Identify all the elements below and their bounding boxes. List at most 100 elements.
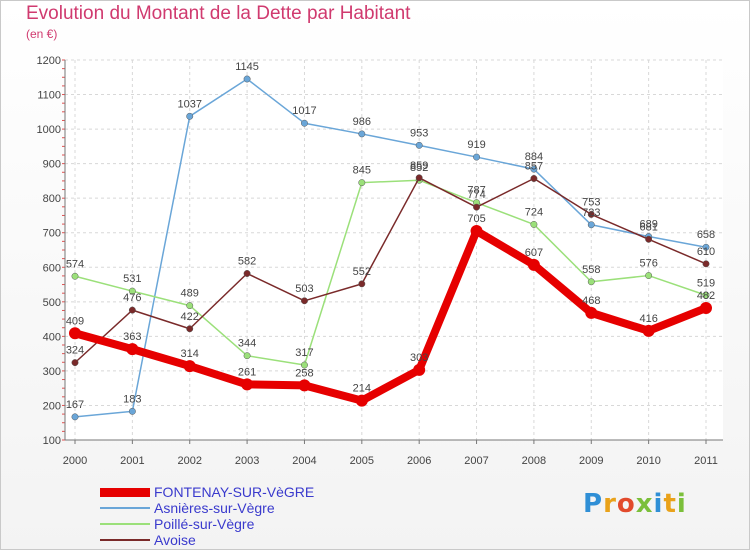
y-tick-label: 500 bbox=[43, 297, 61, 309]
chart-title: Evolution du Montant de la Dette par Hab… bbox=[26, 3, 411, 24]
y-tick-label: 200 bbox=[43, 400, 61, 412]
data-point-3 bbox=[71, 359, 79, 367]
data-label-0: 607 bbox=[525, 247, 543, 259]
data-label-3: 476 bbox=[123, 292, 141, 304]
data-point-1 bbox=[587, 221, 595, 229]
data-label-1: 986 bbox=[353, 116, 371, 128]
data-point-3 bbox=[128, 306, 136, 314]
data-label-1: 1037 bbox=[177, 98, 201, 110]
data-label-3: 552 bbox=[353, 266, 371, 278]
data-label-1: 689 bbox=[639, 219, 657, 231]
data-point-1 bbox=[415, 141, 423, 149]
data-point-1 bbox=[530, 165, 538, 173]
data-point-2 bbox=[186, 302, 194, 310]
data-label-3: 582 bbox=[238, 255, 256, 267]
data-label-1: 167 bbox=[66, 399, 84, 411]
data-label-3: 859 bbox=[410, 160, 428, 172]
data-label-1: 1017 bbox=[292, 105, 316, 117]
data-point-0 bbox=[642, 324, 655, 337]
data-label-0: 261 bbox=[238, 366, 256, 378]
data-point-3 bbox=[186, 325, 194, 333]
data-label-2: 344 bbox=[238, 338, 256, 350]
legend-swatch-poille bbox=[100, 523, 150, 525]
data-point-2 bbox=[358, 179, 366, 187]
data-label-2: 519 bbox=[697, 277, 715, 289]
data-point-3 bbox=[702, 260, 710, 268]
y-tick-label: 100 bbox=[43, 435, 61, 447]
x-tick-label: 2006 bbox=[407, 455, 431, 467]
data-label-1: 953 bbox=[410, 127, 428, 139]
data-point-0 bbox=[585, 306, 598, 319]
legend-label-fontenay: FONTENAY-SUR-VèGRE bbox=[154, 484, 315, 500]
data-label-3: 681 bbox=[639, 221, 657, 233]
data-point-1 bbox=[186, 112, 194, 120]
data-point-1 bbox=[301, 119, 308, 127]
y-tick-label: 300 bbox=[43, 366, 61, 378]
data-label-2: 576 bbox=[639, 258, 657, 270]
data-label-2: 574 bbox=[66, 258, 84, 270]
y-tick-label: 1100 bbox=[37, 90, 61, 102]
legend-swatch-asnieres bbox=[100, 507, 150, 509]
y-tick-label: 1200 bbox=[37, 55, 61, 67]
data-label-1: 723 bbox=[582, 207, 600, 219]
data-label-0: 314 bbox=[181, 348, 199, 360]
x-tick-label: 2000 bbox=[63, 455, 87, 467]
data-label-0: 214 bbox=[353, 383, 371, 395]
data-label-2: 531 bbox=[123, 273, 141, 285]
x-tick-label: 2011 bbox=[694, 455, 718, 467]
x-tick-label: 2009 bbox=[579, 455, 603, 467]
data-label-2: 558 bbox=[582, 264, 600, 276]
data-label-1: 183 bbox=[123, 393, 141, 405]
legend-swatch-avoise bbox=[100, 539, 150, 541]
data-point-3 bbox=[530, 175, 538, 182]
chart-unit: (en €) bbox=[26, 27, 58, 41]
legend-label-poille: Poillé-sur-Vègre bbox=[154, 516, 255, 532]
x-tick-label: 2004 bbox=[292, 455, 316, 467]
x-tick-label: 2010 bbox=[636, 455, 660, 467]
data-point-1 bbox=[71, 413, 79, 421]
data-label-0: 705 bbox=[467, 213, 485, 225]
data-label-1: 1145 bbox=[235, 61, 259, 73]
legend: FONTENAY-SUR-VèGRE Asnières-sur-Vègre Po… bbox=[100, 484, 314, 548]
data-point-0 bbox=[355, 394, 368, 407]
data-point-3 bbox=[473, 203, 480, 211]
data-point-0 bbox=[241, 378, 254, 391]
legend-label-asnieres: Asnières-sur-Vègre bbox=[154, 500, 275, 516]
data-point-2 bbox=[301, 361, 308, 369]
data-point-2 bbox=[645, 272, 653, 280]
data-point-1 bbox=[702, 243, 710, 251]
data-label-3: 857 bbox=[525, 160, 543, 172]
y-tick-label: 400 bbox=[43, 331, 61, 343]
data-point-1 bbox=[128, 407, 136, 415]
data-label-0: 409 bbox=[66, 315, 84, 327]
y-tick-label: 900 bbox=[43, 159, 61, 171]
data-label-2: 489 bbox=[181, 288, 199, 300]
legend-item-asnieres: Asnières-sur-Vègre bbox=[100, 500, 314, 516]
data-point-3 bbox=[645, 235, 653, 243]
data-label-3: 503 bbox=[295, 283, 313, 295]
data-point-3 bbox=[587, 210, 595, 218]
data-point-2 bbox=[128, 287, 136, 295]
legend-swatch-fontenay bbox=[100, 487, 150, 497]
series-line-3 bbox=[74, 177, 707, 364]
proxiti-logo: Proxiti bbox=[583, 489, 687, 519]
data-point-2 bbox=[530, 220, 538, 228]
data-label-0: 303 bbox=[410, 352, 428, 364]
y-tick-label: 800 bbox=[43, 193, 61, 205]
series-line-1 bbox=[74, 78, 707, 418]
data-label-2: 787 bbox=[467, 185, 485, 197]
data-point-3 bbox=[358, 280, 366, 288]
x-tick-label: 2005 bbox=[350, 455, 374, 467]
data-label-0: 258 bbox=[295, 367, 313, 379]
data-label-2: 317 bbox=[295, 347, 313, 359]
data-point-1 bbox=[243, 75, 251, 83]
data-label-1: 884 bbox=[525, 151, 543, 163]
data-label-0: 416 bbox=[639, 313, 657, 325]
series-line-0 bbox=[73, 227, 708, 405]
data-label-0: 468 bbox=[582, 295, 600, 307]
data-point-3 bbox=[415, 174, 423, 182]
x-tick-label: 2001 bbox=[120, 455, 144, 467]
data-label-3: 422 bbox=[181, 311, 199, 323]
y-tick-label: 1000 bbox=[37, 124, 61, 136]
